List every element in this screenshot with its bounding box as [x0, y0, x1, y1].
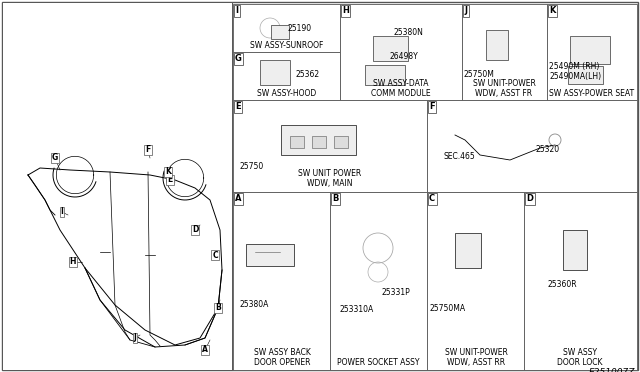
Text: H: H — [70, 257, 76, 266]
Text: J: J — [464, 6, 467, 15]
Text: SW ASSY-POWER SEAT: SW ASSY-POWER SEAT — [549, 89, 635, 98]
Text: E: E — [235, 102, 241, 111]
FancyBboxPatch shape — [563, 230, 587, 270]
Text: 25320: 25320 — [535, 145, 559, 154]
FancyBboxPatch shape — [486, 30, 508, 60]
Text: A: A — [202, 346, 208, 355]
Bar — [334, 136, 348, 148]
Text: G: G — [235, 54, 242, 63]
Text: 26498Y: 26498Y — [390, 52, 419, 61]
Text: E: E — [168, 176, 173, 185]
Text: B: B — [215, 304, 221, 312]
FancyBboxPatch shape — [365, 65, 405, 85]
Bar — [233, 4, 340, 52]
Bar — [233, 192, 330, 370]
Bar — [524, 192, 637, 370]
Bar — [462, 4, 547, 100]
Bar — [312, 136, 326, 148]
Text: POWER SOCKET ASSY: POWER SOCKET ASSY — [337, 358, 419, 367]
Text: SW ASSY-DATA
COMM MODULE: SW ASSY-DATA COMM MODULE — [371, 78, 431, 98]
Bar — [547, 4, 637, 100]
Text: 25362: 25362 — [296, 70, 320, 79]
Text: H: H — [342, 6, 349, 15]
Text: 25331P: 25331P — [382, 288, 411, 297]
FancyBboxPatch shape — [570, 36, 610, 64]
FancyBboxPatch shape — [260, 60, 290, 84]
Text: E251007Z: E251007Z — [589, 368, 635, 372]
Text: 25490M (RH): 25490M (RH) — [549, 62, 600, 71]
Text: K: K — [165, 167, 171, 176]
Bar — [340, 4, 462, 100]
Bar — [290, 136, 304, 148]
Text: SW ASSY-SUNROOF: SW ASSY-SUNROOF — [250, 41, 324, 50]
Text: I: I — [61, 208, 63, 217]
Text: 253310A: 253310A — [340, 305, 374, 314]
Text: I: I — [235, 6, 238, 15]
Text: 25380N: 25380N — [393, 28, 423, 37]
Text: D: D — [526, 194, 533, 203]
Text: SW UNIT-POWER
WDW, ASST FR: SW UNIT-POWER WDW, ASST FR — [472, 78, 536, 98]
Text: SW ASSY-HOOD: SW ASSY-HOOD — [257, 89, 317, 98]
Text: C: C — [212, 250, 218, 260]
Text: 25750MA: 25750MA — [430, 304, 466, 313]
Text: SW ASSY
DOOR LOCK: SW ASSY DOOR LOCK — [557, 347, 603, 367]
Text: 25380A: 25380A — [240, 300, 269, 309]
Text: 25190: 25190 — [287, 24, 311, 33]
Text: SW ASSY BACK
DOOR OPENER: SW ASSY BACK DOOR OPENER — [253, 347, 310, 367]
Text: D: D — [192, 225, 198, 234]
Bar — [233, 100, 427, 192]
FancyBboxPatch shape — [280, 125, 355, 155]
Text: SW UNIT POWER
WDW, MAIN: SW UNIT POWER WDW, MAIN — [298, 169, 362, 188]
Text: SEC.465: SEC.465 — [443, 152, 475, 161]
FancyBboxPatch shape — [246, 244, 294, 266]
Text: C: C — [429, 194, 435, 203]
FancyBboxPatch shape — [568, 66, 602, 84]
Text: B: B — [332, 194, 339, 203]
Bar — [427, 192, 524, 370]
Bar — [427, 100, 637, 192]
Text: 25490MA(LH): 25490MA(LH) — [549, 72, 601, 81]
Text: SW UNIT-POWER
WDW, ASST RR: SW UNIT-POWER WDW, ASST RR — [445, 347, 508, 367]
FancyBboxPatch shape — [455, 232, 481, 267]
Text: G: G — [52, 154, 58, 163]
Bar — [330, 192, 427, 370]
Text: 25750: 25750 — [240, 162, 264, 171]
Text: F: F — [145, 145, 150, 154]
Text: K: K — [549, 6, 556, 15]
Text: 25750M: 25750M — [464, 70, 495, 79]
Text: F: F — [429, 102, 435, 111]
FancyBboxPatch shape — [372, 35, 408, 61]
FancyBboxPatch shape — [271, 25, 289, 39]
Bar — [2, 2, 232, 370]
Bar — [233, 52, 340, 100]
Text: A: A — [235, 194, 241, 203]
Text: 25360R: 25360R — [548, 280, 578, 289]
Text: J: J — [134, 334, 136, 343]
